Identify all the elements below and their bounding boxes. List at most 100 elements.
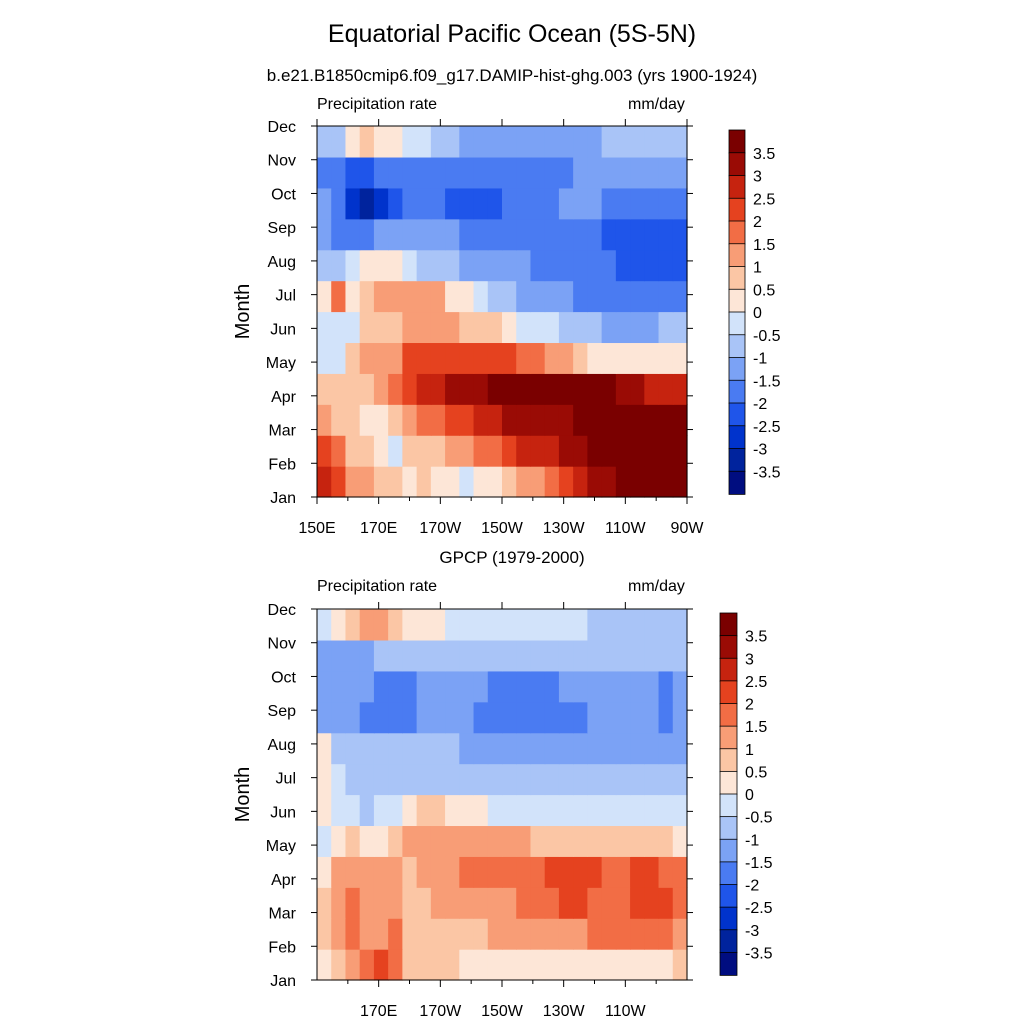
heatmap-cell (317, 609, 332, 641)
heatmap-cell (544, 187, 560, 220)
heatmap-cell (331, 609, 347, 641)
heatmap-cell (502, 187, 517, 220)
heatmap-cell (587, 435, 603, 467)
colorbar-swatch (728, 197, 746, 222)
heatmap-cell (573, 918, 588, 950)
heatmap-cell (601, 794, 617, 827)
heatmap-cell (601, 404, 617, 436)
heatmap-cell (530, 280, 546, 313)
heatmap-cell (388, 825, 403, 857)
heatmap-cell (672, 218, 688, 251)
heatmap-cell (672, 187, 688, 220)
heatmap-cell (644, 126, 660, 158)
heatmap-cell (530, 825, 546, 857)
heatmap-cell (630, 218, 645, 251)
heatmap-cell (317, 763, 332, 796)
heatmap-cell (445, 732, 460, 765)
heatmap-cell (445, 918, 460, 950)
heatmap-cell (658, 825, 674, 857)
heatmap-cell (601, 825, 617, 857)
heatmap-cell (459, 249, 475, 282)
heatmap-cell (644, 670, 660, 703)
heatmap-cell (516, 156, 532, 189)
heatmap-cell (430, 311, 446, 344)
heatmap-cell (373, 404, 389, 436)
heatmap-cell (345, 670, 361, 703)
heatmap-cell (615, 794, 631, 827)
heatmap-cell (473, 794, 489, 827)
heatmap-cell (388, 609, 403, 641)
heatmap-cell (658, 732, 674, 765)
heatmap-cell (473, 187, 489, 220)
heatmap-cell (487, 918, 503, 950)
colorbar-swatch (728, 425, 746, 450)
heatmap-cell (672, 466, 688, 498)
colorbar-label: 0 (745, 787, 754, 804)
heatmap-cell (644, 949, 660, 981)
heatmap-cell (587, 466, 603, 498)
heatmap-cell (516, 825, 532, 857)
heatmap-cell (445, 670, 460, 703)
heatmap-cell (373, 126, 389, 158)
heatmap-cell (644, 887, 660, 919)
heatmap-cell (587, 280, 603, 313)
heatmap-cell (573, 763, 588, 796)
heatmap-cell (672, 435, 688, 467)
heatmap-cell (430, 763, 446, 796)
heatmap-cell (430, 126, 446, 158)
heatmap-cell (317, 949, 332, 981)
heatmap-cell (430, 918, 446, 950)
colorbar-label: -2.5 (753, 419, 781, 436)
heatmap-cell (516, 218, 532, 251)
heatmap-cell (615, 218, 631, 251)
heatmap-cell (473, 670, 489, 703)
heatmap-cell (317, 156, 332, 189)
colorbar-label: 1 (745, 742, 754, 759)
heatmap-cell (416, 887, 432, 919)
heatmap-cell (459, 187, 475, 220)
heatmap-cell (345, 856, 361, 888)
heatmap-cell (373, 311, 389, 344)
colorbar-label: -3.5 (753, 464, 781, 481)
colorbar-swatch (719, 838, 738, 863)
heatmap-cell (615, 763, 631, 796)
y-tick-label: Jan (270, 490, 296, 507)
heatmap-cell (416, 435, 432, 467)
colorbar-label: 0.5 (745, 764, 767, 781)
heatmap-cell (430, 466, 446, 498)
y-tick-label: Feb (268, 456, 296, 473)
y-tick-label: Jun (270, 321, 296, 338)
heatmap-cell (445, 280, 460, 313)
heatmap-cell (672, 342, 688, 374)
heatmap-cell (416, 670, 432, 703)
colorbar-swatch (728, 448, 746, 473)
heatmap-cell (558, 701, 574, 734)
x-tick-label: 170E (360, 1003, 397, 1020)
heatmap-cell (388, 249, 403, 282)
heatmap-cell (416, 156, 432, 189)
heatmap-cell (359, 609, 375, 641)
heatmap-cell (402, 342, 418, 374)
heatmap-cell (530, 918, 546, 950)
heatmap-cell (573, 126, 588, 158)
heatmap-cell (473, 218, 489, 251)
colorbar-swatch (719, 680, 738, 705)
heatmap-cell (672, 639, 688, 672)
heatmap-cell (544, 218, 560, 251)
heatmap-cell (558, 732, 574, 765)
y-tick-label: Apr (271, 389, 297, 406)
heatmap-cell (388, 373, 403, 405)
heatmap-cell (416, 218, 432, 251)
heatmap-cell (644, 609, 660, 641)
heatmap-cell (345, 311, 361, 344)
heatmap-cell (430, 280, 446, 313)
heatmap-cell (587, 342, 603, 374)
colorbar-label: -0.5 (753, 328, 781, 345)
heatmap-cell (573, 701, 588, 734)
heatmap-cell (601, 311, 617, 344)
heatmap-cell (587, 701, 603, 734)
heatmap-cell (459, 404, 475, 436)
heatmap-cell (359, 249, 375, 282)
heatmap-cell (658, 435, 674, 467)
heatmap-cell (502, 732, 517, 765)
